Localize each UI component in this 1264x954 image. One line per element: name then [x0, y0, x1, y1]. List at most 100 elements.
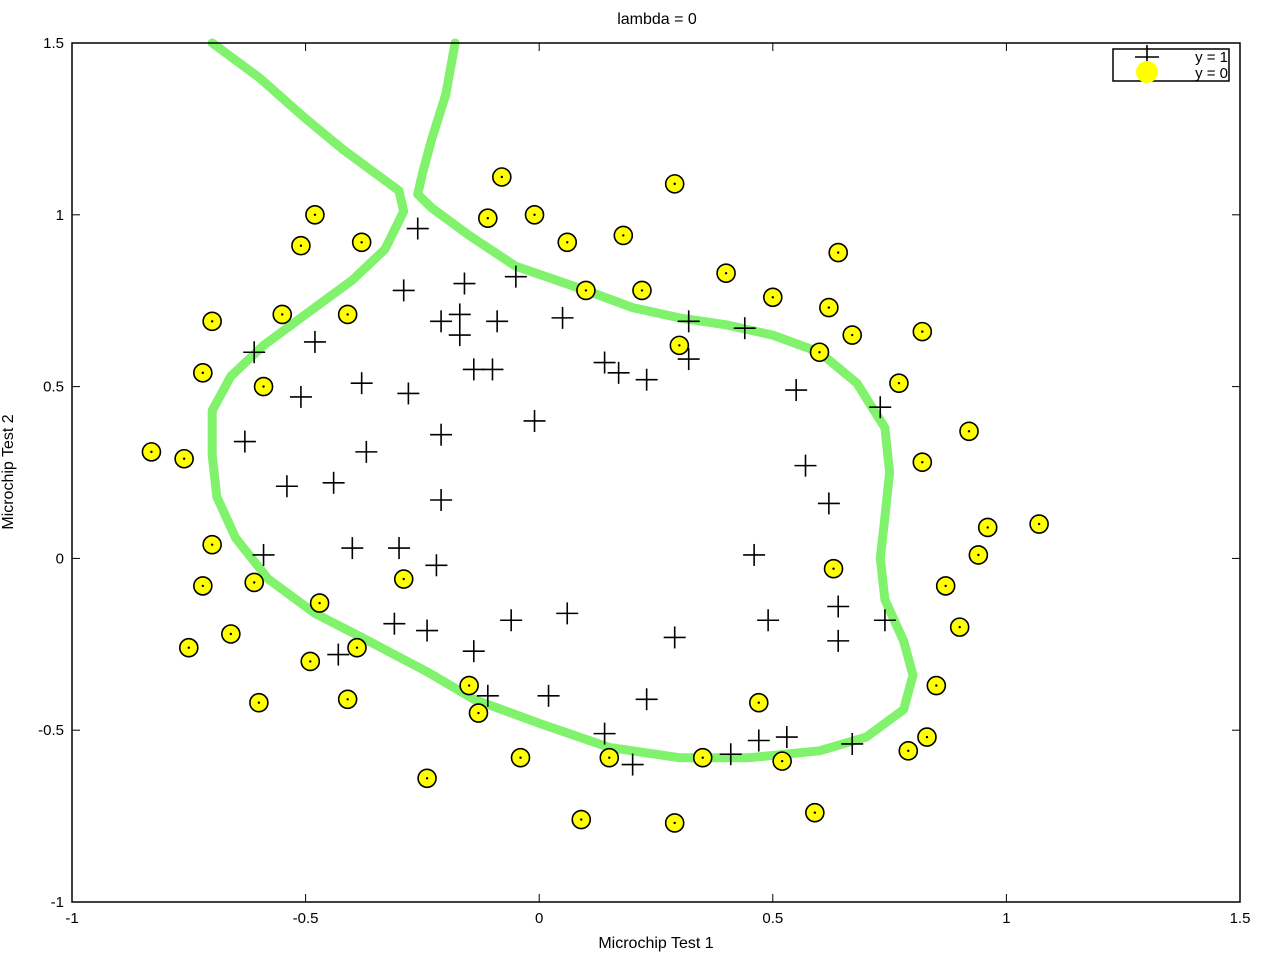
- point-y1: [425, 554, 448, 577]
- point-y0: [291, 235, 311, 256]
- point-y1: [453, 272, 476, 295]
- point-y1: [350, 372, 373, 395]
- point-y1: [462, 358, 485, 381]
- data-points: [141, 167, 1049, 833]
- legend-label-y0: y = 0: [1195, 65, 1228, 82]
- point-y1: [383, 612, 406, 635]
- legend-label-y1: y = 1: [1195, 49, 1228, 66]
- point-y1: [392, 279, 415, 302]
- point-y0: [823, 558, 844, 579]
- point-y1: [327, 643, 350, 666]
- point-y1: [430, 423, 453, 446]
- point-y0: [669, 335, 690, 356]
- point-y0: [664, 813, 685, 833]
- point-y0: [305, 205, 325, 225]
- point-y1: [817, 492, 840, 515]
- point-y0: [202, 534, 222, 555]
- point-y0: [664, 174, 685, 194]
- point-y0: [842, 325, 863, 345]
- point-y1: [289, 385, 312, 408]
- point-y0: [202, 311, 222, 332]
- point-y0: [959, 421, 979, 442]
- point-y1: [523, 409, 546, 432]
- point-y0: [935, 576, 956, 596]
- point-y1: [873, 609, 896, 632]
- point-y0: [557, 232, 578, 253]
- point-y1: [252, 543, 275, 566]
- point-y0: [468, 703, 489, 723]
- point-y0: [492, 167, 512, 187]
- point-y1: [785, 379, 808, 402]
- point-y0: [174, 448, 194, 469]
- point-y0: [337, 689, 358, 710]
- point-y1: [481, 358, 504, 381]
- axis-ticks: -1 -0.5 0 0.5 1 1.5 -1 -0.5 0 0.5 1 1.5: [38, 35, 1250, 927]
- point-y0: [337, 304, 358, 325]
- y-tick-label: -1: [51, 894, 64, 911]
- point-y1: [757, 609, 780, 632]
- point-y0: [300, 651, 321, 672]
- point-y0: [393, 569, 414, 589]
- point-y0: [459, 675, 479, 696]
- point-y0: [912, 452, 933, 472]
- point-y0: [571, 809, 592, 830]
- point-y0: [1029, 514, 1049, 534]
- point-y1: [607, 361, 630, 384]
- point-y0: [272, 304, 293, 325]
- point-y0: [141, 442, 162, 462]
- point-y0: [949, 617, 970, 637]
- point-y1: [341, 537, 364, 560]
- legend: y = 1 y = 0: [1112, 45, 1230, 83]
- point-y0: [889, 373, 909, 393]
- point-y1: [593, 722, 616, 745]
- point-y0: [221, 624, 241, 644]
- point-y1: [322, 471, 345, 494]
- point-y1: [719, 743, 742, 766]
- y-axis-label: Microchip Test 2: [0, 414, 17, 529]
- point-y1: [275, 475, 298, 498]
- point-y1: [827, 629, 850, 652]
- point-y0: [977, 517, 998, 538]
- point-y1: [593, 351, 616, 374]
- x-tick-label: -0.5: [293, 910, 319, 927]
- point-y0: [805, 802, 825, 823]
- point-y0: [510, 747, 531, 768]
- point-y0: [898, 741, 919, 761]
- point-y1: [504, 265, 527, 288]
- point-y0: [819, 297, 839, 318]
- point-y1: [430, 488, 453, 511]
- x-tick-label: 1.5: [1230, 910, 1251, 927]
- point-y1: [303, 330, 326, 353]
- point-y0: [417, 768, 437, 789]
- point-y1: [635, 688, 658, 711]
- point-y0: [809, 342, 830, 363]
- point-y1: [677, 348, 700, 371]
- point-y1: [476, 684, 499, 707]
- point-y1: [621, 753, 644, 776]
- point-y0: [347, 637, 367, 658]
- point-y1: [388, 537, 411, 560]
- y-tick-label: -0.5: [38, 722, 64, 739]
- point-y0: [828, 242, 849, 263]
- y-tick-label: 1: [56, 207, 64, 224]
- point-y1: [743, 543, 766, 566]
- x-tick-label: 0: [535, 910, 543, 927]
- point-y0: [193, 576, 213, 596]
- point-y0: [917, 727, 937, 747]
- point-y1: [355, 440, 378, 463]
- point-y0: [576, 280, 596, 301]
- point-y0: [716, 263, 736, 284]
- point-y0: [599, 747, 620, 768]
- point-y0: [613, 225, 634, 246]
- point-y1: [233, 430, 256, 453]
- point-y1: [733, 317, 756, 340]
- point-y1: [416, 619, 439, 642]
- legend-box: [1112, 48, 1230, 82]
- point-y1: [486, 310, 509, 333]
- point-y0: [309, 593, 330, 613]
- point-y1: [448, 324, 471, 347]
- point-y1: [794, 454, 817, 477]
- point-y0: [193, 363, 213, 383]
- y-tick-label: 1.5: [43, 35, 64, 52]
- point-y1: [397, 382, 420, 405]
